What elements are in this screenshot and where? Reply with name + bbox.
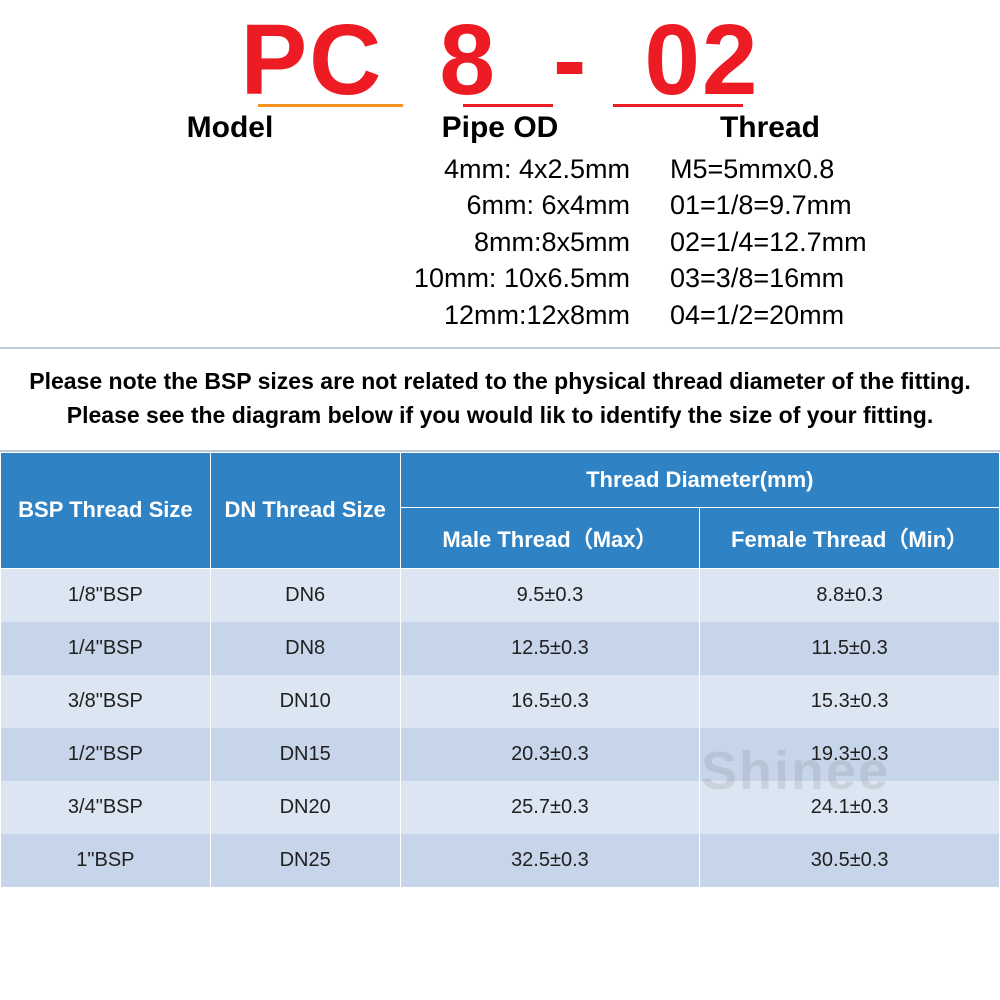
th-diameter-group: Thread Diameter(mm) xyxy=(400,452,999,507)
table-row: 3/4"BSPDN2025.7±0.324.1±0.3 xyxy=(1,781,1000,834)
table-cell: 11.5±0.3 xyxy=(700,622,1000,675)
table-cell: 9.5±0.3 xyxy=(400,568,700,622)
table-row: 1/8"BSPDN69.5±0.38.8±0.3 xyxy=(1,568,1000,622)
table-row: 1/2"BSPDN1520.3±0.319.3±0.3 xyxy=(1,728,1000,781)
code-label: Model xyxy=(100,111,360,145)
bsp-table: BSP Thread Size DN Thread Size Thread Di… xyxy=(0,452,1000,887)
spec-lists: 4mm: 4x2.5mm6mm: 6x4mm8mm:8x5mm10mm: 10x… xyxy=(0,151,1000,333)
thread-spec-item: 03=3/8=16mm xyxy=(670,260,900,296)
table-cell: 20.3±0.3 xyxy=(400,728,700,781)
code-part-model: PC xyxy=(240,10,383,110)
pipe-od-item: 10mm: 10x6.5mm xyxy=(400,260,630,296)
pipe-od-item: 6mm: 6x4mm xyxy=(400,187,630,223)
th-male: Male Thread（Max） xyxy=(400,507,700,568)
table-row: 1"BSPDN2532.5±0.330.5±0.3 xyxy=(1,834,1000,887)
table-cell: 19.3±0.3 xyxy=(700,728,1000,781)
table-cell: 25.7±0.3 xyxy=(400,781,700,834)
underline-row xyxy=(0,104,1000,107)
thread-spec-item: 02=1/4=12.7mm xyxy=(670,224,900,260)
pipe-od-item: 12mm:12x8mm xyxy=(400,297,630,333)
table-cell: 3/4"BSP xyxy=(1,781,211,834)
bsp-note: Please note the BSP sizes are not relate… xyxy=(0,347,1000,452)
code-part-pipe: 8 xyxy=(439,10,497,110)
code-underline xyxy=(613,104,743,107)
table-cell: 15.3±0.3 xyxy=(700,675,1000,728)
table-cell: 1/8"BSP xyxy=(1,568,211,622)
th-dn: DN Thread Size xyxy=(210,452,400,568)
code-label: Pipe OD xyxy=(360,111,640,145)
thread-spec-item: 01=1/8=9.7mm xyxy=(670,187,900,223)
spec-col-thread: M5=5mmx0.801=1/8=9.7mm02=1/4=12.7mm03=3/… xyxy=(670,151,900,333)
table-cell: DN20 xyxy=(210,781,400,834)
table-cell: 3/8"BSP xyxy=(1,675,211,728)
table-cell: DN10 xyxy=(210,675,400,728)
code-row: PC 8 - 02 xyxy=(0,10,1000,110)
table-cell: 12.5±0.3 xyxy=(400,622,700,675)
table-cell: 1/4"BSP xyxy=(1,622,211,675)
code-part-thread: 02 xyxy=(644,10,759,110)
code-label: Thread xyxy=(640,111,900,145)
spec-col-model xyxy=(100,151,360,333)
product-code-section: PC 8 - 02 ModelPipe ODThread 4mm: 4x2.5m… xyxy=(0,0,1000,333)
table-cell: 30.5±0.3 xyxy=(700,834,1000,887)
table-cell: 16.5±0.3 xyxy=(400,675,700,728)
code-part-dash: - xyxy=(553,10,588,110)
label-row: ModelPipe ODThread xyxy=(0,111,1000,145)
th-bsp: BSP Thread Size xyxy=(1,452,211,568)
th-female: Female Thread（Min） xyxy=(700,507,1000,568)
pipe-od-item: 4mm: 4x2.5mm xyxy=(400,151,630,187)
table-cell: DN25 xyxy=(210,834,400,887)
code-underline xyxy=(258,104,403,107)
table-row: 3/8"BSPDN1016.5±0.315.3±0.3 xyxy=(1,675,1000,728)
table-cell: 32.5±0.3 xyxy=(400,834,700,887)
thread-spec-item: M5=5mmx0.8 xyxy=(670,151,900,187)
table-cell: DN8 xyxy=(210,622,400,675)
note-line-2: Please see the diagram below if you woul… xyxy=(12,399,988,432)
table-cell: DN6 xyxy=(210,568,400,622)
table-cell: DN15 xyxy=(210,728,400,781)
spec-col-pipe: 4mm: 4x2.5mm6mm: 6x4mm8mm:8x5mm10mm: 10x… xyxy=(400,151,630,333)
table-cell: 1"BSP xyxy=(1,834,211,887)
table-row: 1/4"BSPDN812.5±0.311.5±0.3 xyxy=(1,622,1000,675)
note-line-1: Please note the BSP sizes are not relate… xyxy=(12,365,988,398)
thread-spec-item: 04=1/2=20mm xyxy=(670,297,900,333)
table-cell: 8.8±0.3 xyxy=(700,568,1000,622)
code-underline xyxy=(463,104,553,107)
table-cell: 24.1±0.3 xyxy=(700,781,1000,834)
pipe-od-item: 8mm:8x5mm xyxy=(400,224,630,260)
table-cell: 1/2"BSP xyxy=(1,728,211,781)
